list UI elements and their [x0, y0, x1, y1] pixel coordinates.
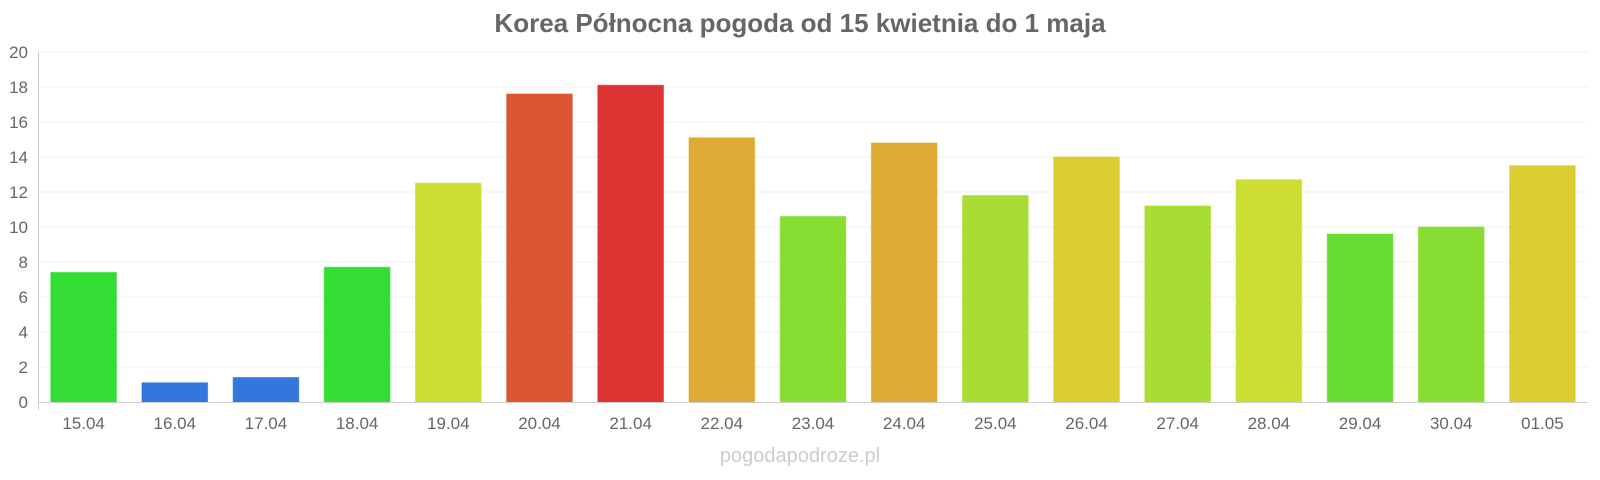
x-tick-label: 15.04	[62, 414, 105, 433]
axes	[38, 52, 1588, 410]
x-tick-label: 25.04	[974, 414, 1017, 433]
x-tick-label: 20.04	[518, 414, 561, 433]
bar-18.04	[323, 266, 391, 403]
x-tick-label: 24.04	[883, 414, 926, 433]
bar-29.04	[1326, 233, 1394, 403]
bar-30.04	[1417, 226, 1485, 403]
y-tick-label: 8	[19, 253, 28, 272]
x-tick-label: 17.04	[245, 414, 288, 433]
y-tick-label: 14	[9, 148, 28, 167]
x-tick-label: 29.04	[1339, 414, 1382, 433]
x-tick-label: 30.04	[1430, 414, 1473, 433]
x-tick-label: 01.05	[1521, 414, 1564, 433]
x-axis-tick-labels: 15.04 16.04 17.04 18.04 19.04 20.04 21.04 22.04…	[62, 414, 1563, 433]
bar-16.04	[141, 382, 209, 403]
x-tick-label: 26.04	[1065, 414, 1108, 433]
bar-23.04	[779, 216, 847, 403]
y-tick-label: 6	[19, 288, 28, 307]
watermark-text: pogodapodroze.pl	[720, 445, 880, 467]
y-tick-label: 16	[9, 113, 28, 132]
x-tick-label: 21.04	[609, 414, 652, 433]
bar-24.04	[870, 142, 938, 403]
x-tick-label: 16.04	[153, 414, 196, 433]
y-tick-label: 0	[19, 393, 28, 412]
y-tick-label: 2	[19, 358, 28, 377]
x-tick-label: 19.04	[427, 414, 470, 433]
bar-28.04	[1235, 179, 1303, 403]
y-tick-label: 4	[19, 323, 28, 342]
bar-21.04	[597, 84, 664, 403]
bar-27.04	[1144, 205, 1212, 403]
x-tick-label: 27.04	[1156, 414, 1199, 433]
bar-17.04	[232, 377, 300, 403]
chart-title: Korea Północna pogoda od 15 kwietnia do …	[494, 8, 1106, 38]
bar-25.04	[962, 195, 1029, 403]
y-tick-label: 12	[9, 183, 28, 202]
x-tick-label: 18.04	[336, 414, 379, 433]
y-axis-tick-labels: 0 2 4 6 8 10 12 14 16 18 20	[9, 43, 28, 412]
bar-26.04	[1053, 156, 1120, 403]
bar-01.05	[1509, 165, 1576, 403]
y-tick-label: 10	[9, 218, 28, 237]
x-tick-label: 28.04	[1248, 414, 1291, 433]
x-tick-label: 23.04	[792, 414, 835, 433]
y-tick-label: 18	[9, 78, 28, 97]
bar-15.04	[50, 272, 117, 403]
y-tick-label: 20	[9, 43, 28, 62]
bar-22.04	[688, 137, 756, 403]
x-tick-label: 22.04	[701, 414, 744, 433]
bar-19.04	[414, 182, 482, 403]
bar-20.04	[506, 93, 573, 403]
bars	[50, 84, 1576, 403]
